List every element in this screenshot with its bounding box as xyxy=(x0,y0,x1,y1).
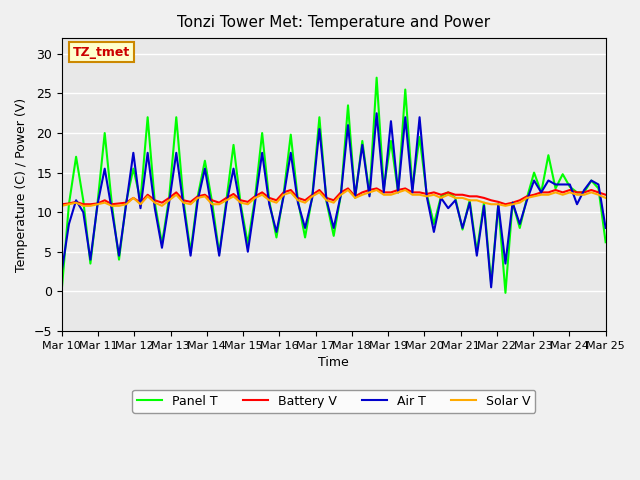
Solar V xyxy=(602,195,609,201)
Air T xyxy=(294,200,302,205)
Text: TZ_tmet: TZ_tmet xyxy=(73,46,130,59)
Line: Air T: Air T xyxy=(62,113,605,288)
Panel T xyxy=(237,202,244,207)
Battery V xyxy=(280,190,287,195)
Air T xyxy=(372,110,380,116)
Battery V xyxy=(58,202,66,207)
Panel T xyxy=(244,241,252,247)
Panel T xyxy=(165,195,173,201)
Solar V xyxy=(280,192,287,198)
Air T xyxy=(358,142,366,148)
Solar V xyxy=(237,200,244,205)
Panel T xyxy=(294,197,302,203)
Panel T xyxy=(58,287,66,293)
Air T xyxy=(58,269,66,275)
Y-axis label: Temperature (C) / Power (V): Temperature (C) / Power (V) xyxy=(15,97,28,272)
Solar V xyxy=(365,190,373,195)
Line: Solar V: Solar V xyxy=(62,190,605,206)
Solar V xyxy=(294,197,302,203)
Solar V xyxy=(165,197,173,203)
Battery V xyxy=(165,195,173,201)
Line: Panel T: Panel T xyxy=(62,78,605,293)
Legend: Panel T, Battery V, Air T, Solar V: Panel T, Battery V, Air T, Solar V xyxy=(132,390,535,413)
Air T xyxy=(602,225,609,231)
X-axis label: Time: Time xyxy=(318,356,349,369)
Battery V xyxy=(244,199,252,205)
Line: Battery V: Battery V xyxy=(62,189,605,204)
Battery V xyxy=(602,192,609,198)
Air T xyxy=(487,285,495,290)
Title: Tonzi Tower Met: Temperature and Power: Tonzi Tower Met: Temperature and Power xyxy=(177,15,490,30)
Panel T xyxy=(358,138,366,144)
Panel T xyxy=(602,240,609,245)
Air T xyxy=(280,193,287,199)
Battery V xyxy=(365,187,373,193)
Solar V xyxy=(344,187,352,193)
Air T xyxy=(165,200,173,205)
Battery V xyxy=(344,186,352,192)
Panel T xyxy=(502,290,509,296)
Air T xyxy=(237,205,244,211)
Solar V xyxy=(244,202,252,207)
Panel T xyxy=(280,191,287,197)
Panel T xyxy=(372,75,380,81)
Air T xyxy=(244,249,252,254)
Battery V xyxy=(294,195,302,201)
Solar V xyxy=(58,203,66,209)
Battery V xyxy=(237,197,244,203)
